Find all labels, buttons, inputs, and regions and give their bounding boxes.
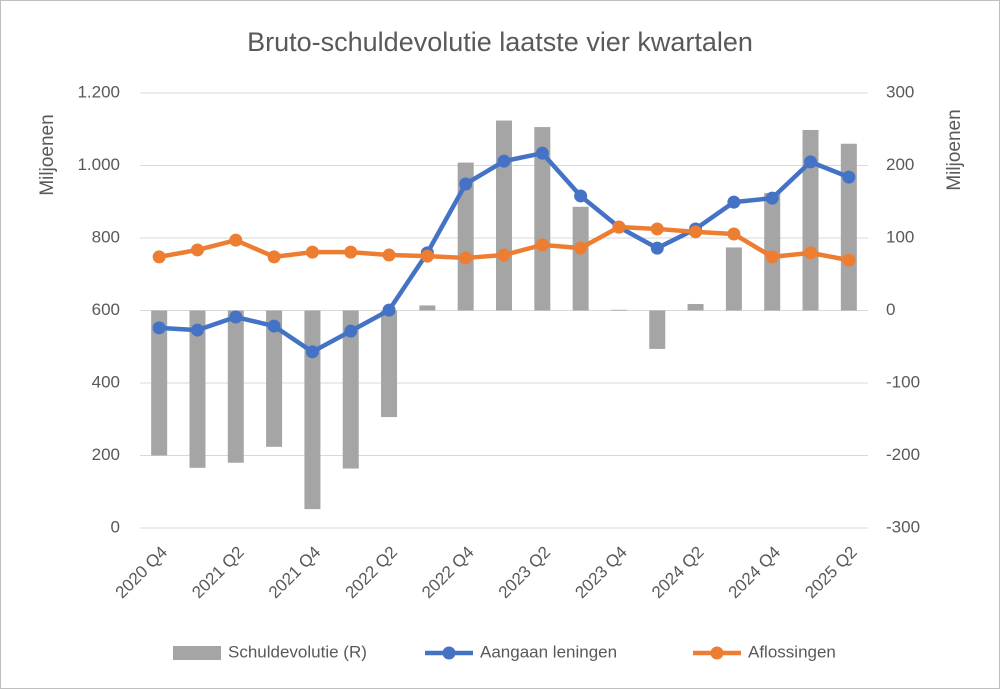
marker	[842, 253, 856, 267]
y2-tick-label: -300	[886, 517, 920, 536]
marker	[842, 170, 856, 184]
y-tick-label: 800	[92, 227, 120, 246]
marker	[190, 323, 204, 337]
marker	[535, 238, 549, 252]
marker	[229, 310, 243, 324]
marker	[344, 324, 358, 338]
bar	[496, 120, 512, 311]
bar	[572, 206, 589, 311]
marker	[190, 243, 204, 257]
marker	[344, 245, 358, 259]
marker	[497, 248, 511, 262]
marker	[650, 241, 664, 255]
y2-axis-title: Miljoenen	[944, 109, 965, 190]
bar	[266, 310, 283, 447]
y-tick-label: 400	[92, 372, 120, 391]
marker	[765, 191, 779, 205]
y-axis-title: Miljoenen	[37, 114, 58, 195]
marker	[650, 222, 664, 236]
marker	[459, 177, 473, 191]
marker	[612, 220, 626, 234]
bar	[610, 309, 627, 311]
legend-label: Aangaan leningen	[480, 642, 617, 661]
marker	[804, 246, 818, 260]
bar	[534, 127, 551, 311]
marker	[152, 250, 166, 264]
bar	[840, 143, 857, 311]
bar	[802, 129, 819, 311]
y2-tick-label: 0	[886, 300, 895, 319]
marker	[305, 245, 319, 259]
legend-marker	[710, 646, 724, 660]
bar	[725, 247, 742, 311]
marker	[497, 154, 511, 168]
marker	[804, 155, 818, 169]
bar	[151, 310, 168, 456]
y2-tick-label: 100	[886, 227, 914, 246]
y2-tick-label: 200	[886, 155, 914, 174]
y-tick-label: 200	[92, 445, 120, 464]
marker	[420, 249, 434, 263]
marker	[305, 345, 319, 359]
bar	[304, 310, 321, 510]
bar	[419, 305, 436, 311]
chart-title: Bruto-schuldevolutie laatste vier kwarta…	[247, 27, 753, 57]
marker	[535, 146, 549, 160]
legend-label: Schuldevolutie (R)	[228, 642, 367, 661]
legend-marker	[442, 646, 456, 660]
marker	[267, 250, 281, 264]
marker	[229, 233, 243, 247]
marker	[152, 321, 166, 335]
marker	[267, 319, 281, 333]
marker	[689, 225, 703, 239]
marker	[574, 189, 588, 203]
marker	[765, 250, 779, 264]
bar	[649, 310, 666, 349]
marker	[459, 251, 473, 265]
bar	[227, 310, 244, 463]
y2-tick-label: 300	[886, 82, 914, 101]
bar	[342, 310, 359, 469]
y-tick-label: 1.000	[77, 155, 120, 174]
marker	[727, 227, 741, 241]
marker	[382, 248, 396, 262]
marker	[727, 195, 741, 209]
bar	[687, 303, 704, 311]
bar	[457, 162, 474, 311]
marker	[574, 241, 588, 255]
bar	[381, 310, 398, 418]
y-tick-label: 0	[111, 517, 120, 536]
bar	[189, 310, 206, 468]
y-tick-label: 1.200	[77, 82, 120, 101]
y2-tick-label: -200	[886, 445, 920, 464]
y-tick-label: 600	[92, 300, 120, 319]
marker	[382, 303, 396, 317]
legend-label: Aflossingen	[748, 642, 836, 661]
y2-tick-label: -100	[886, 372, 920, 391]
legend-swatch	[173, 646, 221, 660]
